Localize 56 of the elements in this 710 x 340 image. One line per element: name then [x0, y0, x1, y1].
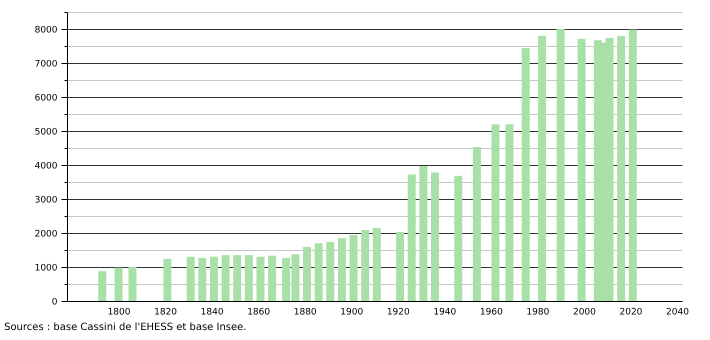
x-tick-label: 2020: [620, 308, 643, 318]
bar: [244, 255, 253, 301]
bar: [454, 176, 462, 301]
x-tick-label: 1820: [154, 308, 178, 318]
bar: [326, 242, 334, 301]
bar: [256, 256, 264, 301]
bar: [114, 268, 123, 301]
bar: [617, 36, 626, 301]
bar: [186, 256, 195, 301]
bar: [98, 271, 106, 301]
bar: [628, 30, 637, 301]
y-tick-label: 2000: [34, 230, 58, 240]
x-tick-label: 2040: [666, 308, 690, 318]
bar: [505, 124, 514, 301]
bar: [556, 29, 565, 301]
bar: [222, 255, 230, 301]
x-tick-label: 1940: [433, 308, 457, 318]
y-tick-label: 6000: [34, 94, 58, 104]
x-tick-label: 1980: [526, 308, 550, 318]
bar: [522, 48, 530, 301]
y-tick-label: 7000: [34, 60, 58, 70]
y-tick-label: 3000: [34, 196, 58, 206]
bar: [419, 166, 428, 301]
bar: [372, 228, 381, 301]
x-tick-label: 1860: [247, 308, 270, 318]
bar: [472, 146, 481, 301]
source-note: Sources : base Cassini de l'EHESS et base Insee.: [4, 322, 246, 333]
x-tick-label: 1800: [108, 308, 131, 318]
bar: [431, 172, 439, 301]
bar: [396, 232, 404, 301]
bar: [128, 267, 136, 301]
bar: [350, 235, 358, 301]
x-tick-label: 1960: [480, 308, 504, 318]
bar: [163, 258, 172, 301]
bar: [314, 243, 323, 301]
bar: [361, 230, 370, 301]
bar: [303, 246, 312, 301]
x-tick-label: 1840: [200, 308, 224, 318]
bar: [538, 36, 546, 301]
x-tick-label: 1880: [294, 308, 317, 318]
x-tick-label: 1900: [340, 308, 364, 318]
y-tick-label: 1000: [34, 264, 58, 274]
bar: [198, 258, 206, 301]
y-tick-label: 4000: [34, 162, 58, 172]
bar: [408, 174, 416, 301]
bar: [233, 255, 242, 301]
y-tick-label: 5000: [34, 128, 58, 138]
bar: [492, 124, 500, 301]
bar: [578, 38, 586, 301]
bar: [210, 256, 218, 301]
y-tick-label: 8000: [34, 26, 58, 36]
bar: [268, 256, 276, 301]
y-tick-label: 0: [52, 298, 58, 308]
bar: [338, 238, 346, 301]
x-tick-label: 2000: [572, 308, 596, 318]
x-tick-label: 1920: [386, 308, 410, 318]
